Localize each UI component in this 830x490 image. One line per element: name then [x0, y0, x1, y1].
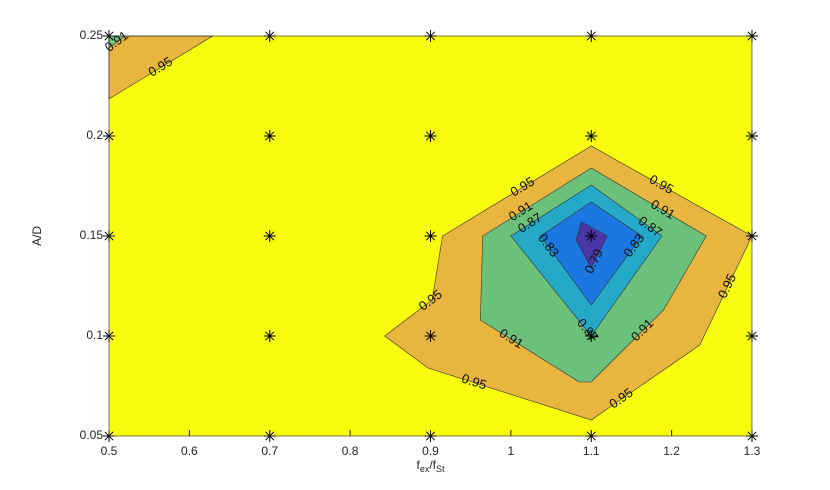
sample-marker-stroke [265, 331, 275, 341]
sample-marker-stroke [586, 131, 596, 141]
contour-region [575, 221, 608, 269]
x-tick-label: 0.7 [261, 444, 278, 458]
x-axis-label-part: f [416, 458, 420, 472]
sample-point [263, 130, 276, 142]
x-axis-label-part: ex [420, 464, 430, 474]
sample-marker-stroke [425, 231, 436, 241]
sample-point [424, 230, 437, 242]
sample-marker-stroke [586, 231, 596, 241]
sample-marker-stroke [425, 331, 436, 341]
x-tick-label: 0.5 [101, 444, 118, 458]
x-axis-label-part: St [436, 464, 445, 474]
x-tick-label: 1 [508, 444, 515, 458]
y-tick-label: 0.25 [80, 28, 104, 42]
sample-point [585, 230, 598, 242]
sample-marker-stroke [265, 131, 275, 141]
y-tick-label: 0.1 [86, 328, 103, 342]
x-axis-label: fex/fSt [416, 458, 445, 474]
y-tick-label: 0.15 [80, 228, 104, 242]
sample-marker-stroke [586, 331, 596, 341]
sample-point [263, 230, 276, 242]
sample-marker-stroke [265, 231, 275, 241]
x-axis-label-part: /f [429, 458, 436, 472]
x-tick-label: 0.8 [342, 444, 359, 458]
x-tick-label: 0.9 [422, 444, 439, 458]
sample-point [263, 330, 276, 342]
y-tick-label: 0.2 [86, 128, 103, 142]
x-tick-label: 1.1 [583, 444, 600, 458]
x-tick-label: 0.6 [181, 444, 198, 458]
sample-point [585, 330, 598, 342]
sample-point [424, 130, 437, 142]
sample-point [585, 130, 598, 142]
sample-point [424, 330, 437, 342]
y-tick-label: 0.05 [80, 428, 104, 442]
y-axis-label: A/D [30, 226, 44, 246]
x-tick-label: 1.3 [744, 444, 761, 458]
contour-label: 0.95 [460, 371, 489, 393]
sample-marker-stroke [425, 131, 436, 141]
x-tick-label: 1.2 [663, 444, 680, 458]
